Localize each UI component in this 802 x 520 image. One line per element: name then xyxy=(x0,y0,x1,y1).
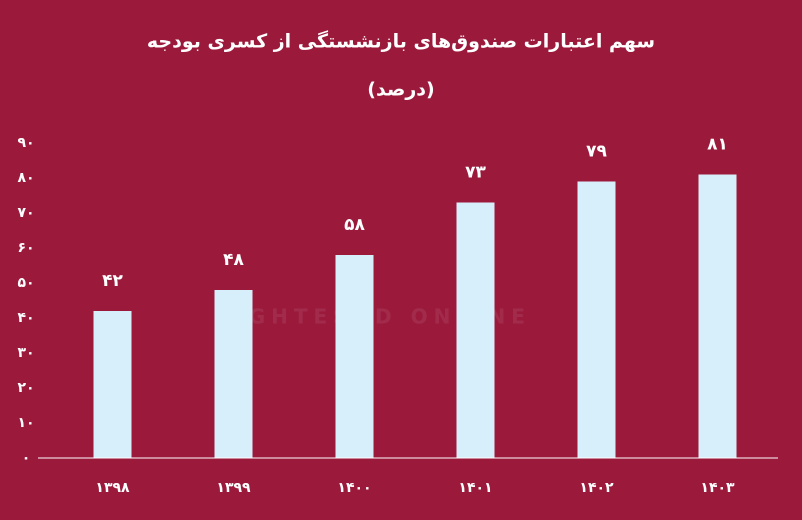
y-tick-label: ۰ xyxy=(22,450,31,466)
bar xyxy=(577,181,616,458)
x-tick-label: ۱۴۰۳ xyxy=(700,480,735,496)
x-tick-label: ۱۳۹۸ xyxy=(95,480,130,496)
value-label: ۷۹ xyxy=(586,142,607,162)
y-tick-label: ۶۰ xyxy=(17,240,34,256)
x-tick-label: ۱۳۹۹ xyxy=(216,480,251,496)
y-tick-label: ۳۰ xyxy=(17,345,34,361)
x-tick-label: ۱۴۰۰ xyxy=(337,480,371,496)
bar xyxy=(93,311,132,458)
chart-title: سهم اعتبارات صندوق‌های بازنشستگی از کسری… xyxy=(147,30,655,53)
y-tick-label: ۸۰ xyxy=(17,170,34,186)
y-tick-label: ۲۰ xyxy=(17,380,34,396)
value-label: ۴۲ xyxy=(102,271,123,291)
x-tick-label: ۱۴۰۲ xyxy=(579,480,614,496)
value-label: ۴۸ xyxy=(223,250,244,270)
bar xyxy=(698,174,737,458)
bar xyxy=(456,202,495,458)
y-tick-label: ۷۰ xyxy=(17,205,34,221)
y-tick-label: ۹۰ xyxy=(17,135,34,151)
bar xyxy=(335,255,374,458)
bar xyxy=(214,290,253,458)
x-tick-label: ۱۴۰۱ xyxy=(458,480,492,496)
y-tick-label: ۴۰ xyxy=(17,310,34,326)
value-label: ۵۸ xyxy=(344,215,365,235)
y-tick-label: ۵۰ xyxy=(17,275,34,291)
y-tick-label: ۱۰ xyxy=(17,415,34,431)
value-label: ۷۳ xyxy=(465,163,486,183)
value-label: ۸۱ xyxy=(707,135,728,155)
chart-subtitle: (درصد) xyxy=(367,79,434,101)
